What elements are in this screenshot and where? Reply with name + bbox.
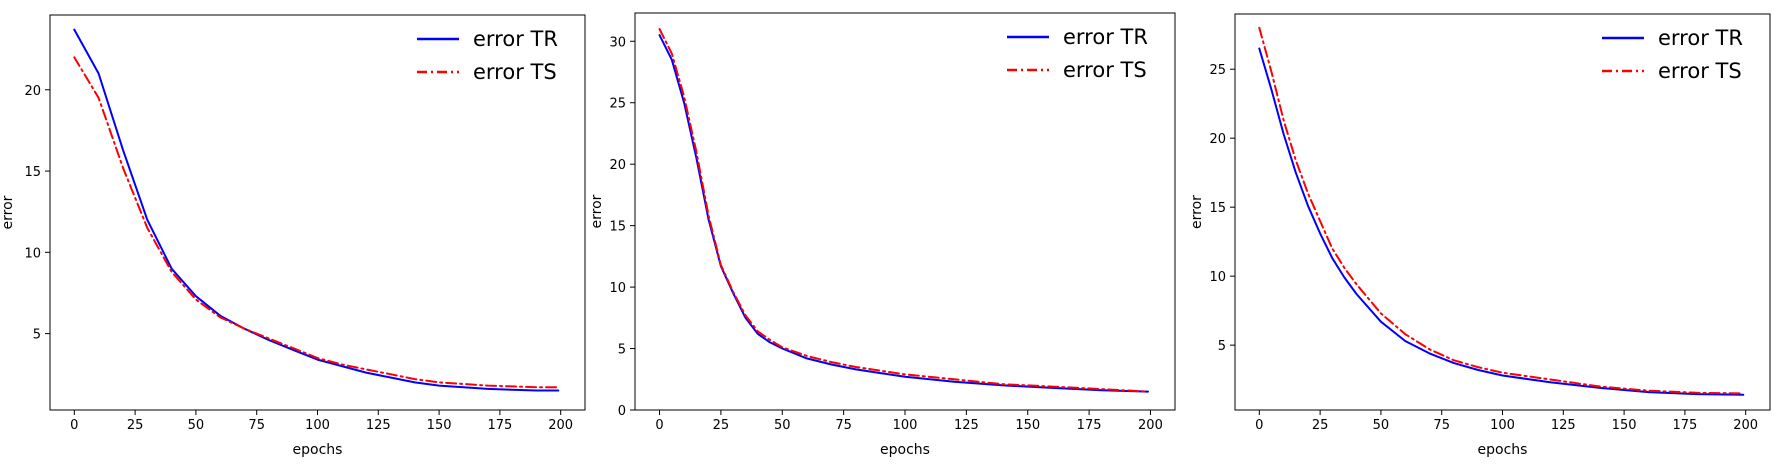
y-tick-label: 10 — [24, 246, 41, 261]
x-tick-label: 0 — [1255, 418, 1263, 433]
x-tick-label: 200 — [1733, 418, 1758, 433]
y-tick-label: 5 — [33, 328, 41, 343]
x-tick-label: 50 — [1373, 418, 1390, 433]
x-axis-label: epochs — [293, 442, 343, 458]
x-tick-label: 100 — [1490, 418, 1515, 433]
x-tick-label: 150 — [1015, 418, 1040, 433]
x-tick-label: 100 — [893, 418, 918, 433]
x-tick-label: 75 — [1433, 418, 1450, 433]
x-tick-label: 75 — [248, 418, 265, 433]
chart-panel-2: 0 25 50 75 100 125 150 175 200 0 5 10 15 20 25 30 epochs… — [589, 0, 1180, 467]
series-line-error-ts — [658, 28, 1149, 393]
legend-label-error-ts: error TS — [1063, 58, 1147, 82]
y-tick-label: 10 — [609, 281, 626, 296]
y-axis-label: error — [1189, 195, 1205, 229]
x-tick-label: 75 — [835, 418, 852, 433]
x-tick-label: 50 — [188, 418, 205, 433]
legend-label-error-ts: error TS — [473, 60, 557, 84]
y-tick-label: 15 — [1209, 201, 1226, 216]
y-tick-label: 10 — [1209, 270, 1226, 285]
x-tick-label: 175 — [1077, 418, 1102, 433]
y-tick-label: 5 — [1218, 339, 1226, 354]
x-tick-label: 175 — [487, 418, 512, 433]
y-tick-label: 25 — [1209, 63, 1226, 78]
y-tick-label: 20 — [1209, 132, 1226, 147]
y-tick-label: 5 — [618, 343, 626, 358]
y-tick-label: 20 — [24, 84, 41, 99]
series-line-error-tr — [658, 34, 1149, 393]
y-axis-label: error — [0, 195, 16, 229]
x-tick-label: 125 — [366, 418, 391, 433]
series-line-error-tr — [73, 28, 560, 392]
x-tick-label: 200 — [1138, 418, 1163, 433]
chart-svg-1: 0 25 50 75 100 125 150 175 200 5 10 15 20 epochs error… — [0, 14, 586, 458]
chart-svg-3: 0 25 50 75 100 125 150 175 200 5 10 15 20 25 epochs err… — [1189, 13, 1771, 458]
x-tick-label: 0 — [70, 418, 78, 433]
chart-panel-3: 0 25 50 75 100 125 150 175 200 5 10 15 20 25 epochs err… — [1180, 0, 1780, 467]
y-tick-label: 0 — [618, 404, 626, 419]
y-tick-label: 30 — [609, 35, 626, 50]
y-tick-label: 15 — [609, 220, 626, 235]
series-line-error-ts — [73, 56, 560, 389]
chart-svg-2: 0 25 50 75 100 125 150 175 200 0 5 10 15 20 25 30 epochs… — [589, 12, 1176, 458]
x-tick-label: 150 — [1612, 418, 1637, 433]
legend-label-error-tr: error TR — [473, 27, 558, 51]
x-tick-label: 50 — [774, 418, 791, 433]
chart-panel-1: 0 25 50 75 100 125 150 175 200 5 10 15 20 epochs error… — [0, 0, 590, 467]
series-line-error-ts — [1258, 26, 1745, 395]
x-axis-label: epochs — [1478, 442, 1528, 458]
x-tick-label: 25 — [713, 418, 730, 433]
y-tick-label: 20 — [609, 158, 626, 173]
series-line-error-tr — [1258, 47, 1745, 396]
x-axis-label: epochs — [880, 442, 930, 458]
x-tick-label: 125 — [1551, 418, 1576, 433]
x-tick-label: 0 — [655, 418, 663, 433]
y-axis-label: error — [590, 194, 605, 228]
y-tick-label: 15 — [24, 165, 41, 180]
x-tick-label: 25 — [127, 418, 144, 433]
x-tick-label: 200 — [548, 418, 573, 433]
x-tick-label: 175 — [1672, 418, 1697, 433]
x-tick-label: 150 — [427, 418, 452, 433]
x-tick-label: 25 — [1312, 418, 1329, 433]
legend-label-error-tr: error TR — [1658, 26, 1743, 50]
legend-label-error-ts: error TS — [1658, 59, 1742, 83]
x-tick-label: 125 — [954, 418, 979, 433]
x-tick-label: 100 — [305, 418, 330, 433]
legend-label-error-tr: error TR — [1063, 25, 1148, 49]
y-tick-label: 25 — [609, 97, 626, 112]
